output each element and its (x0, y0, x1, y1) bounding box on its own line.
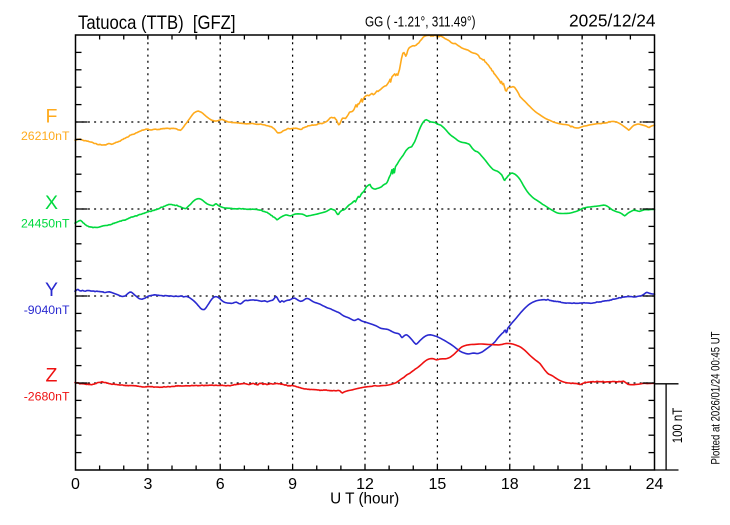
svg-text:GG ( -1.21°, 311.49°): GG ( -1.21°, 311.49°) (365, 15, 476, 31)
svg-text:24: 24 (646, 476, 664, 493)
svg-text:24450nT: 24450nT (21, 216, 70, 230)
svg-text:F: F (46, 106, 58, 128)
svg-text:Y: Y (45, 279, 58, 301)
svg-text:9: 9 (288, 476, 297, 493)
svg-text:21: 21 (573, 476, 591, 493)
svg-text:Tatuoca (TTB) [GFZ]: Tatuoca (TTB) [GFZ] (78, 12, 236, 34)
svg-text:-2680nT: -2680nT (24, 390, 70, 404)
svg-text:18: 18 (501, 476, 519, 493)
svg-text:0: 0 (71, 476, 80, 493)
svg-text:2025/12/24: 2025/12/24 (569, 11, 656, 31)
svg-text:15: 15 (429, 476, 447, 493)
svg-text:X: X (45, 192, 58, 214)
svg-text:3: 3 (143, 476, 152, 493)
svg-text:12: 12 (356, 476, 374, 493)
svg-text:Z: Z (46, 365, 58, 387)
svg-text:26210nT: 26210nT (21, 129, 70, 143)
svg-text:U T (hour): U T (hour) (330, 491, 399, 508)
svg-text:100 nT: 100 nT (670, 407, 685, 443)
svg-text:6: 6 (216, 476, 225, 493)
svg-text:Plotted at 2026/01/24 00:45 UT: Plotted at 2026/01/24 00:45 UT (710, 332, 723, 465)
svg-text:-9040nT: -9040nT (24, 303, 70, 317)
